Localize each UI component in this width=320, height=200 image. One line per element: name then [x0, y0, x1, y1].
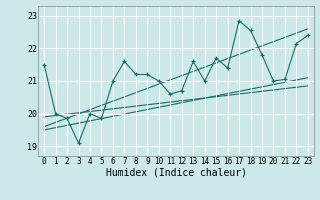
X-axis label: Humidex (Indice chaleur): Humidex (Indice chaleur)	[106, 168, 246, 178]
